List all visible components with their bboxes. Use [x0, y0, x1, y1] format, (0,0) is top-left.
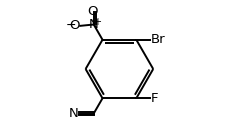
Text: O: O	[69, 19, 79, 32]
Text: N: N	[89, 18, 98, 31]
Text: Br: Br	[150, 33, 164, 46]
Text: N: N	[68, 107, 78, 120]
Text: −: −	[66, 19, 76, 32]
Text: O: O	[87, 5, 98, 18]
Text: +: +	[93, 17, 101, 26]
Text: F: F	[150, 92, 157, 105]
